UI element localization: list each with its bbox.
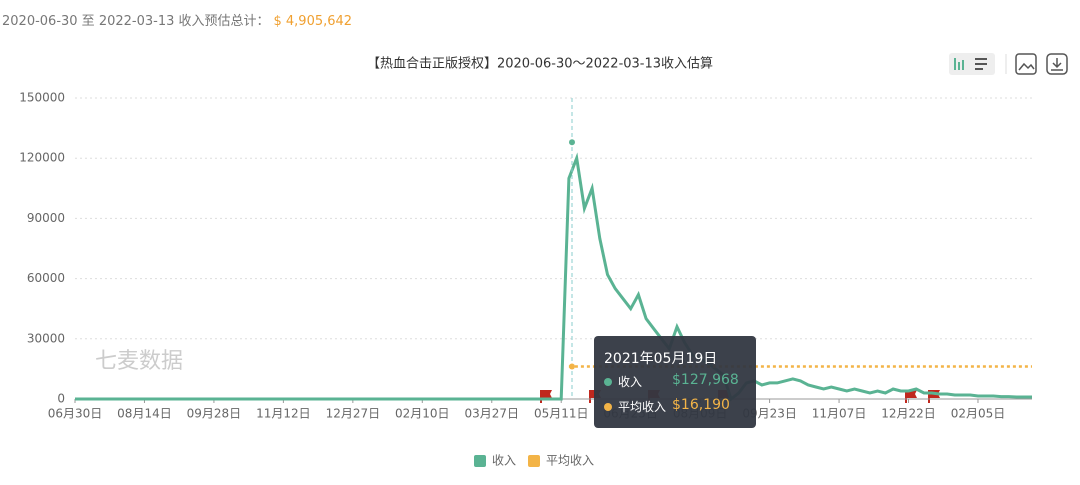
x-tick-label: 02月10日 [395,407,450,421]
bar-icon [954,58,964,70]
x-tick-label: 12月27日 [326,407,381,421]
x-tick-label: 09月28日 [187,407,242,421]
y-tick-label: 120000 [19,151,65,165]
watermark: 七麦数据 [95,349,183,374]
legend-swatch [528,455,540,467]
legend-swatch [474,455,486,467]
tooltip-value: $16,190 [672,397,730,413]
chart-title: 【热血合击正版授权】2020-06-30～2022-03-13收入估算 [367,56,713,72]
image-icon [1018,62,1035,71]
x-tick-label: 05月11日 [534,407,589,421]
legend-label: 收入 [492,454,516,468]
x-tick-label: 03月27日 [464,407,519,421]
tooltip: 2021年05月19日 收入 $127,968 平均收入 $16,190 [594,336,756,428]
x-tick-label: 11月07日 [812,407,867,421]
tooltip-value: $127,968 [672,372,739,388]
x-tick-label: 11月12日 [256,407,311,421]
tooltip-label: 收入 [618,375,643,389]
download-button[interactable] [1046,53,1068,75]
legend-label: 平均收入 [546,454,594,468]
list-icon [975,58,987,70]
image-button[interactable] [1015,53,1037,75]
y-tick-label: 0 [57,392,65,406]
revenue-line [75,152,1032,402]
x-tick-label: 06月30日 [48,407,103,421]
y-tick-label: 90000 [27,211,65,225]
summary-total: $ 4,905,642 [273,14,353,29]
tooltip-label: 平均收入 [618,400,667,414]
y-tick-label: 150000 [19,91,65,105]
y-tick-label: 30000 [27,331,65,345]
summary-range: 2020-06-30 至 2022-03-13 收入预估总计： [2,14,270,29]
toolbar[interactable] [949,53,1068,75]
tooltip-point [569,363,575,370]
x-tick-label: 08月14日 [117,407,172,421]
tooltip-point [569,139,575,146]
y-tick-label: 60000 [27,271,65,285]
x-tick-label: 02月05日 [951,407,1006,421]
download-icon [1051,58,1063,71]
tooltip-title: 2021年05月19日 [604,351,718,367]
x-tick-label: 12月22日 [881,407,936,421]
summary: 2020-06-30 至 2022-03-13 收入预估总计： $ 4,905,6… [2,10,352,29]
